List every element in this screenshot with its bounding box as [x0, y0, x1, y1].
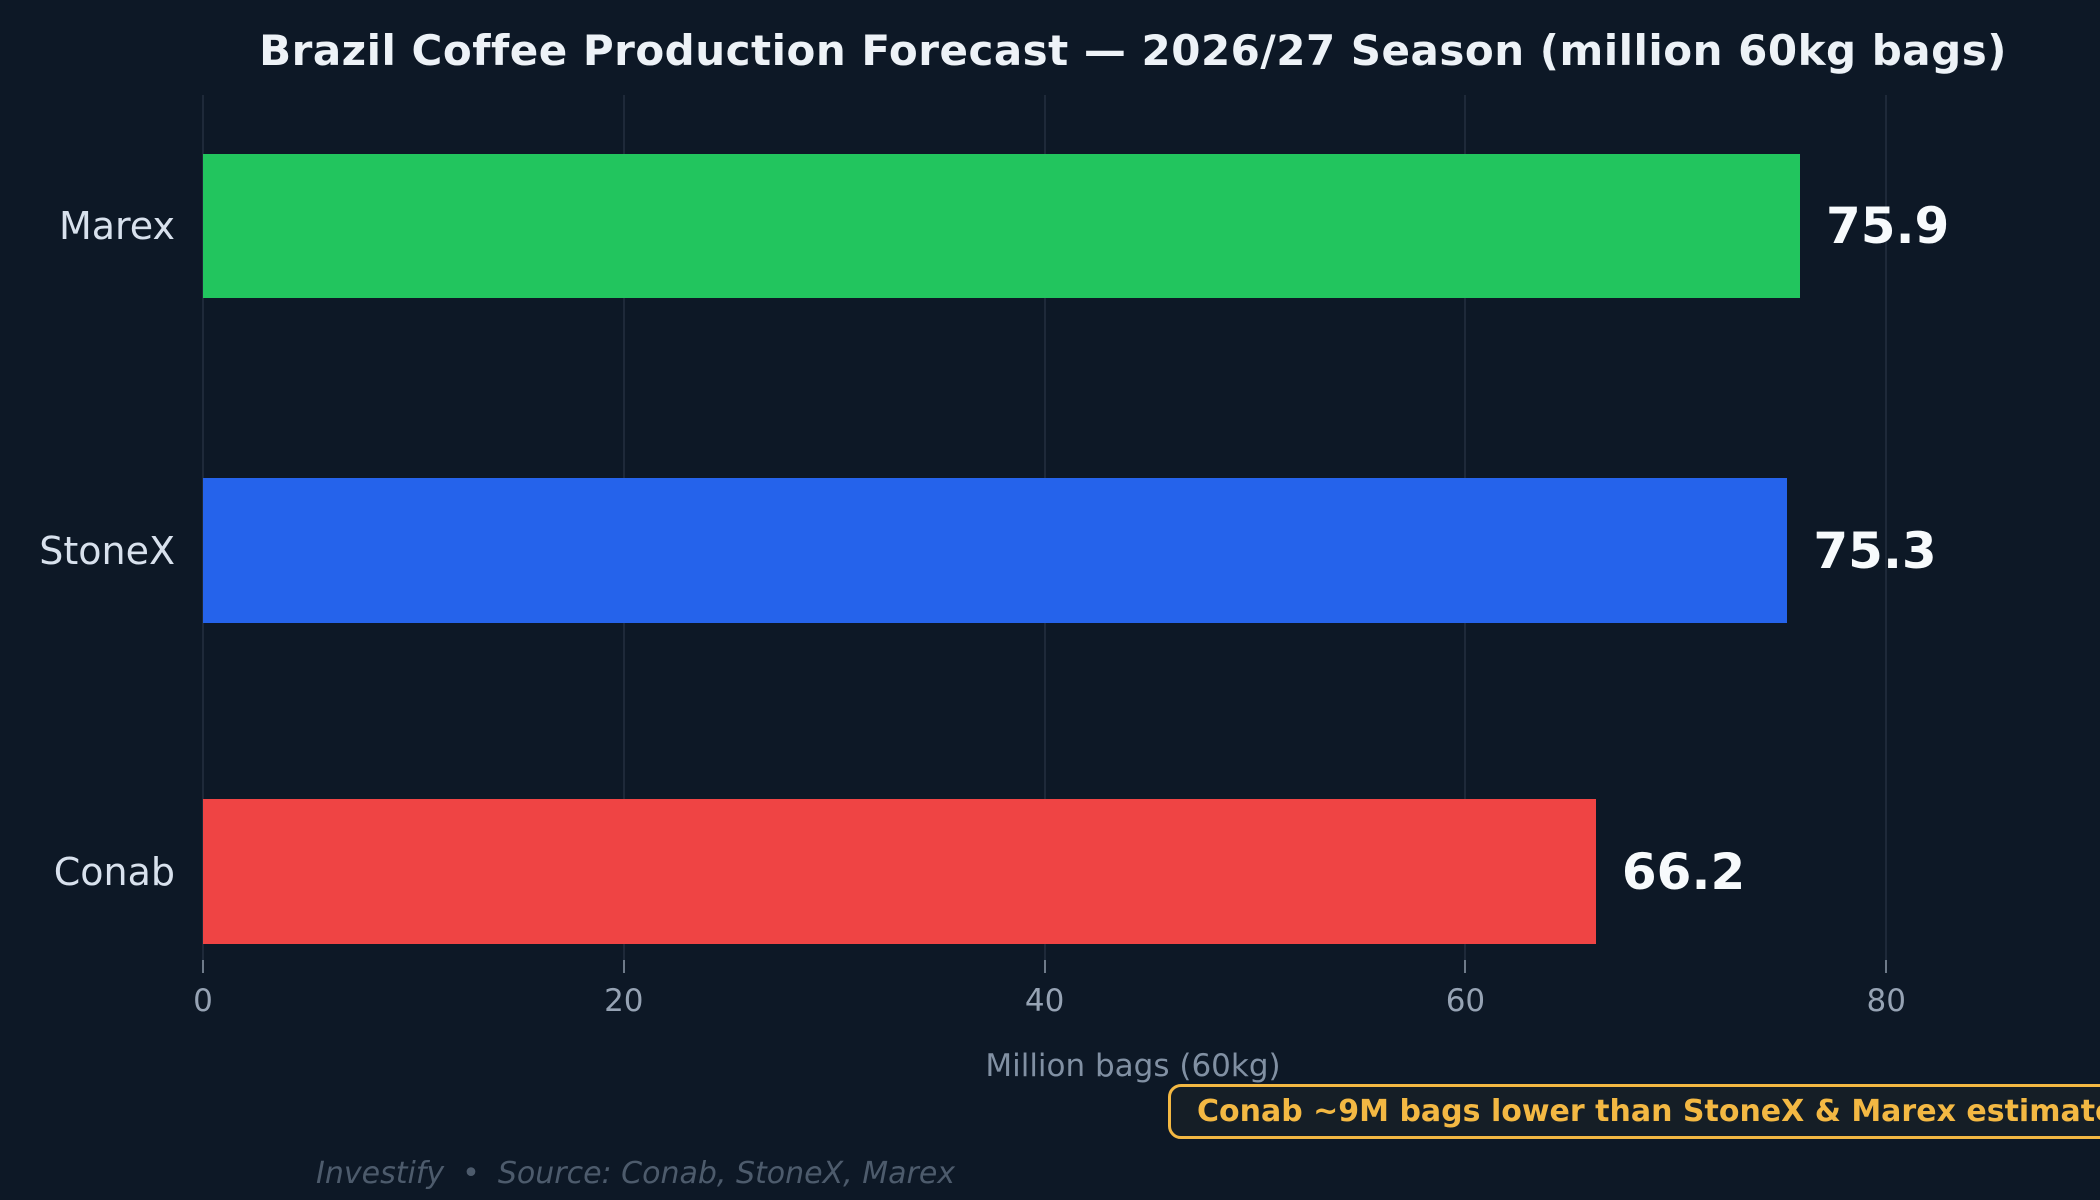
- chart-title: Brazil Coffee Production Forecast — 2026…: [259, 26, 2007, 75]
- tick-label: 40: [1024, 983, 1065, 1019]
- bar-row-stonex: StoneX 75.3: [39, 478, 2063, 623]
- tick-label: 80: [1866, 983, 1906, 1019]
- value-label-stonex: 75.3: [1813, 521, 1937, 580]
- tick-label: 0: [193, 983, 213, 1019]
- plot-area: Marex 75.9 StoneX 75.3 Conab 66.2 0 20 40 6…: [39, 95, 2063, 1019]
- bar-row-conab: Conab 66.2: [54, 799, 2063, 944]
- value-label-conab: 66.2: [1621, 842, 1746, 901]
- footer-source: Source: Conab, StoneX, Marex: [497, 1156, 956, 1191]
- bar-stonex: [203, 478, 1788, 623]
- tick-mark: [1885, 960, 1888, 973]
- annotation-callout: Conab ~9M bags lower than StoneX & Marex…: [1168, 1084, 2100, 1139]
- category-label-marex: Marex: [58, 204, 175, 248]
- tick-mark: [202, 960, 204, 973]
- tick-mark: [1043, 960, 1046, 973]
- footer-separator-dot: •: [462, 1156, 480, 1191]
- bar-conab: [203, 799, 1596, 944]
- value-label-marex: 75.9: [1825, 197, 1950, 255]
- category-label-stonex: StoneX: [39, 528, 175, 573]
- tick-label: 60: [1445, 983, 1486, 1019]
- footer-attribution: Investify • Source: Conab, StoneX, Marex: [316, 1156, 955, 1191]
- tick-label: 20: [604, 983, 644, 1019]
- footer-brand: Investify: [316, 1156, 445, 1191]
- bar-marex: [203, 154, 1800, 298]
- gridline: [1885, 95, 1888, 960]
- bar-row-marex: Marex 75.9: [59, 154, 2063, 298]
- category-label-conab: Conab: [53, 849, 175, 894]
- tick-mark: [1464, 960, 1467, 973]
- x-axis-label: Million bags (60kg): [985, 1048, 1281, 1084]
- tick-mark: [622, 960, 625, 973]
